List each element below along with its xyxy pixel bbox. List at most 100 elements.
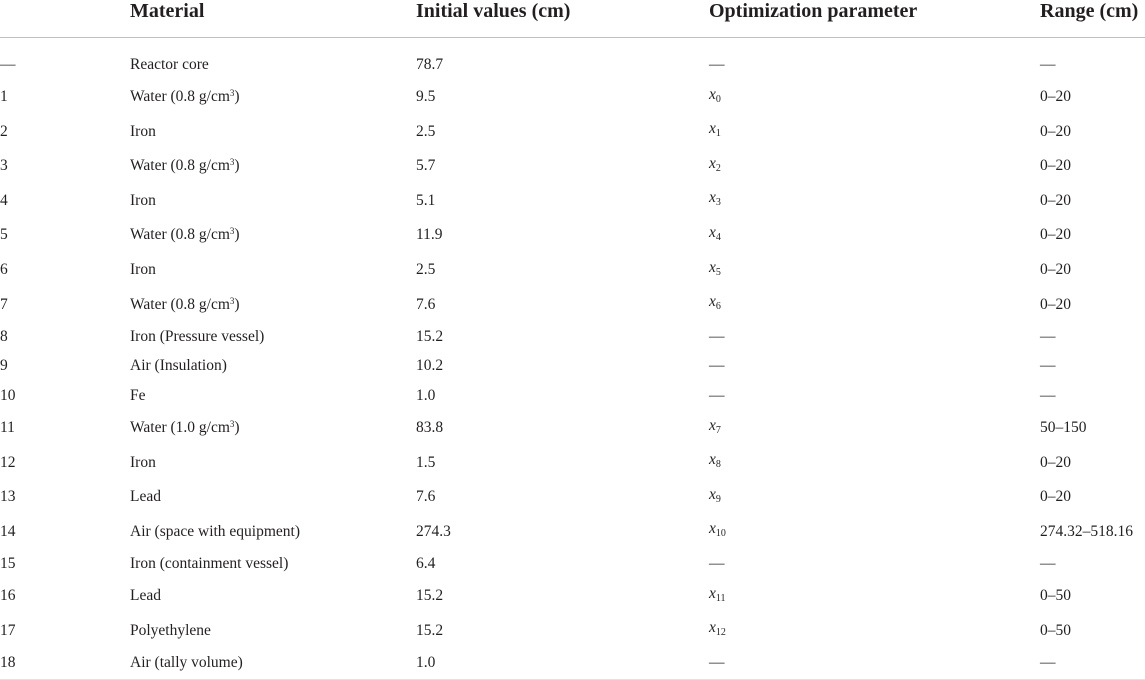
cell-material: Fe — [130, 381, 416, 411]
parameter-subscript: 7 — [715, 424, 721, 436]
cell-optimization-parameter: x11 — [709, 579, 1040, 614]
cell-initial-value: 9.5 — [416, 88, 436, 106]
cell-index: 14 — [0, 522, 16, 540]
cell-material: Air (tally volume) — [130, 647, 416, 680]
cell-initial-value: 2.5 — [416, 261, 436, 279]
table-row: 16 Lead 15.2 x11 0–50 — [0, 579, 1145, 614]
material-text: Fe — [130, 386, 146, 404]
cell-optimization-parameter: x10 — [709, 514, 1040, 549]
parameter-symbol: x10 — [709, 520, 726, 540]
cell-index: 3 — [0, 157, 8, 175]
material-text: Iron — [130, 122, 156, 140]
parameter-symbol: x6 — [709, 293, 721, 312]
parameter-symbol: x9 — [709, 486, 721, 505]
cell-material: Reactor core — [130, 38, 416, 80]
cell-range: 0–20 — [1040, 157, 1071, 175]
header-row: Material Initial values (cm) Optimizatio… — [0, 0, 1145, 38]
cell-initial-value: 15.2 — [416, 587, 444, 604]
material-tail: ) — [234, 226, 240, 244]
table-row: — Reactor core 78.7 — — — [0, 38, 1145, 80]
cell-material: Water (0.8 g/cm3) — [130, 80, 416, 115]
header-index — [0, 0, 130, 38]
cell-material: Air (Insulation) — [130, 351, 416, 381]
cell-material: Lead — [130, 579, 416, 614]
table-row: 8 Iron (Pressure vessel) 15.2 — — — [0, 322, 1145, 352]
parameter-base: x — [709, 258, 716, 276]
parameter-subscript: 2 — [715, 162, 721, 174]
cell-initial-value: 1.0 — [416, 386, 436, 404]
cell-optimization-parameter: — — [709, 381, 1040, 411]
cell-optimization-parameter: — — [709, 322, 1040, 352]
table-row: 3 Water (0.8 g/cm3) 5.7 x2 0–20 — [0, 149, 1145, 184]
cell-optimization-parameter: x2 — [709, 149, 1040, 184]
table-row: 12 Iron 1.5 x8 0–20 — [0, 445, 1145, 480]
cell-optimization-parameter: — — [709, 351, 1040, 381]
material-tail: ) — [234, 88, 240, 106]
material-text: Water (1.0 g/cm — [130, 419, 230, 437]
parameter-base: x — [709, 293, 716, 311]
cell-range: 50–150 — [1040, 419, 1087, 437]
material-text: Iron — [130, 453, 156, 471]
material-tail: ) — [234, 419, 240, 437]
cell-range: — — [1040, 56, 1056, 73]
parameter-subscript: 3 — [715, 197, 721, 209]
parameter-symbol: x2 — [709, 155, 721, 174]
parameter-subscript: 11 — [715, 592, 726, 604]
material-text: Iron — [130, 191, 156, 209]
cell-initial-value: 2.5 — [416, 122, 436, 140]
header-range: Range (cm) — [1040, 0, 1145, 38]
cell-index: 7 — [0, 295, 8, 313]
parameter-text: — — [709, 386, 725, 404]
table-row: 17 Polyethylene 15.2 x12 0–50 — [0, 613, 1145, 648]
cell-range: 0–20 — [1040, 88, 1071, 106]
material-superscript: 3 — [229, 419, 235, 430]
material-tail: ) — [234, 295, 240, 313]
cell-material: Iron — [130, 183, 416, 218]
cell-index: 2 — [0, 122, 8, 140]
cell-material: Iron — [130, 445, 416, 480]
parameter-subscript: 8 — [715, 459, 721, 471]
table-row: 14 Air (space with equipment) 274.3 x10 274.… — [0, 514, 1145, 549]
cell-material: Iron (Pressure vessel) — [130, 322, 416, 352]
material-text: Water (0.8 g/cm — [130, 88, 230, 106]
cell-index: 15 — [0, 554, 16, 572]
cell-optimization-parameter: — — [709, 38, 1040, 80]
parameter-text: — — [709, 327, 725, 345]
parameter-symbol: x1 — [709, 120, 721, 139]
cell-material: Water (1.0 g/cm3) — [130, 411, 416, 446]
cell-optimization-parameter: x4 — [709, 218, 1040, 253]
table-row: 11 Water (1.0 g/cm3) 83.8 x7 50–150 — [0, 411, 1145, 446]
parameter-symbol: x12 — [709, 619, 726, 639]
cell-initial-value: 7.6 — [416, 488, 436, 506]
cell-range: 0–20 — [1040, 261, 1071, 279]
cell-range: 0–50 — [1040, 587, 1071, 604]
table-row: 18 Air (tally volume) 1.0— — — [0, 647, 1145, 680]
parameter-subscript: 10 — [715, 528, 726, 540]
parameter-subscript: 12 — [715, 627, 726, 639]
cell-index: 13 — [0, 488, 16, 506]
cell-initial-value: 1.0 — [416, 647, 709, 680]
table-row: 15 Iron (containment vessel) 6.4 — — — [0, 549, 1145, 579]
cell-range: — — [1040, 554, 1056, 572]
cell-index: 4 — [0, 191, 8, 209]
cell-material: Iron (containment vessel) — [130, 549, 416, 579]
cell-range: — — [1040, 647, 1145, 680]
parameter-symbol: x5 — [709, 258, 721, 278]
parameter-base: x — [709, 451, 716, 469]
cell-optimization-parameter: — — [709, 647, 1040, 680]
cell-material: Lead — [130, 480, 416, 515]
cell-material: Water (0.8 g/cm3) — [130, 149, 416, 184]
table-body: — Reactor core 78.7— —1 Water (0.8 g/cm3) 9.5… — [0, 38, 1145, 680]
material-superscript: 3 — [229, 226, 235, 237]
cell-material: Iron — [130, 253, 416, 288]
cell-initial-value: 1.5 — [416, 453, 436, 471]
cell-range: 0–20 — [1040, 453, 1071, 471]
cell-initial-value: 83.8 — [416, 419, 444, 437]
cell-material: Iron — [130, 114, 416, 149]
material-text: Water (0.8 g/cm — [130, 226, 230, 244]
cell-range: — — [1040, 357, 1056, 375]
cell-initial-value: 7.6 — [416, 295, 436, 313]
cell-initial-value: 15.2 — [416, 327, 444, 345]
material-text: Air (space with equipment) — [130, 522, 301, 540]
